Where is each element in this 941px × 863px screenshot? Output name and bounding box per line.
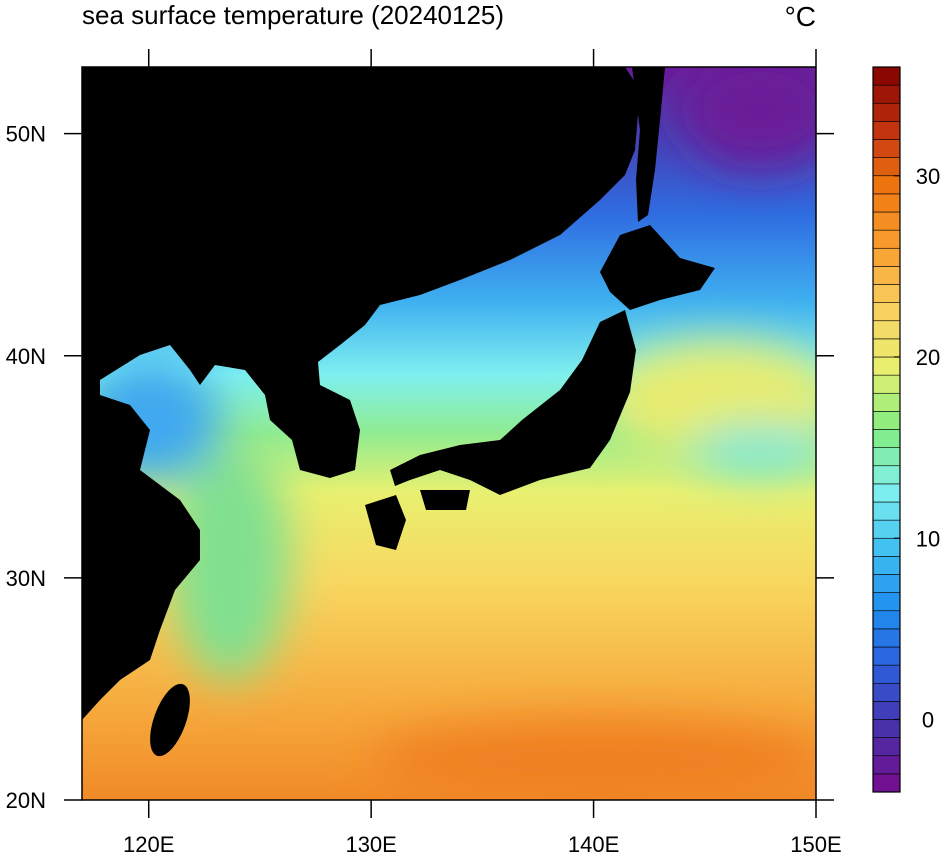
- colorbar-segment: [872, 175, 901, 195]
- colorbar-segment: [872, 737, 901, 757]
- y-tick-label: 30N: [6, 566, 46, 591]
- colorbar-segment: [872, 483, 901, 503]
- x-tick-label: 140E: [568, 832, 619, 857]
- map-title: sea surface temperature (20240125): [82, 0, 504, 30]
- colorbar-segment: [872, 755, 901, 775]
- colorbar-tick-label: 20: [916, 345, 940, 370]
- colorbar-segment: [872, 229, 901, 249]
- colorbar-segment: [872, 664, 901, 684]
- colorbar-segment: [872, 102, 901, 122]
- colorbar-segment: [872, 429, 901, 448]
- colorbar-segment: [872, 211, 901, 231]
- colorbar-segment: [872, 84, 901, 104]
- colorbar-segment: [872, 556, 901, 575]
- colorbar-segment: [872, 501, 901, 521]
- colorbar-segment: [872, 356, 901, 376]
- colorbar-tick-label: 10: [916, 526, 940, 551]
- colorbar-segment: [872, 266, 901, 285]
- colorbar-segment: [872, 247, 901, 267]
- x-tick-label: 120E: [123, 832, 174, 857]
- colorbar-segment: [872, 537, 901, 557]
- colorbar-segment: [872, 646, 901, 666]
- colorbar-segment: [872, 465, 901, 485]
- colorbar-segment: [872, 447, 901, 467]
- y-tick-label: 20N: [6, 788, 46, 813]
- colorbar-segment: [872, 682, 901, 702]
- colorbar-tick-label: 30: [916, 164, 940, 189]
- units-label: °C: [785, 1, 816, 32]
- colorbar-segment: [872, 193, 901, 213]
- colorbar-segment: [872, 773, 901, 793]
- colorbar-tick-label: 0: [922, 708, 934, 733]
- colorbar-segment: [872, 574, 901, 593]
- colorbar-segment: [872, 157, 901, 177]
- colorbar-segment: [872, 338, 901, 358]
- x-tick-label: 150E: [790, 832, 841, 857]
- colorbar-segment: [872, 392, 901, 412]
- colorbar-segment: [872, 121, 901, 140]
- colorbar-segment: [872, 592, 901, 612]
- y-tick-label: 50N: [6, 122, 46, 147]
- colorbar-segment: [872, 519, 901, 539]
- colorbar-segment: [872, 701, 901, 720]
- land: [82, 67, 715, 757]
- map-frame: [81, 66, 817, 801]
- colorbar-segment: [872, 374, 901, 394]
- colorbar-segment: [872, 139, 901, 158]
- y-tick-label: 40N: [6, 344, 46, 369]
- colorbar-segment: [872, 320, 901, 340]
- colorbar-segment: [872, 610, 901, 630]
- x-tick-label: 130E: [345, 832, 396, 857]
- colorbar-segment: [872, 66, 901, 86]
- colorbar-frame: [872, 66, 901, 793]
- colorbar-segment: [872, 411, 901, 430]
- colorbar-segment: [872, 628, 901, 648]
- colorbar-segment: [872, 719, 901, 738]
- colorbar-segment: [872, 284, 901, 303]
- colorbar-segment: [872, 302, 901, 322]
